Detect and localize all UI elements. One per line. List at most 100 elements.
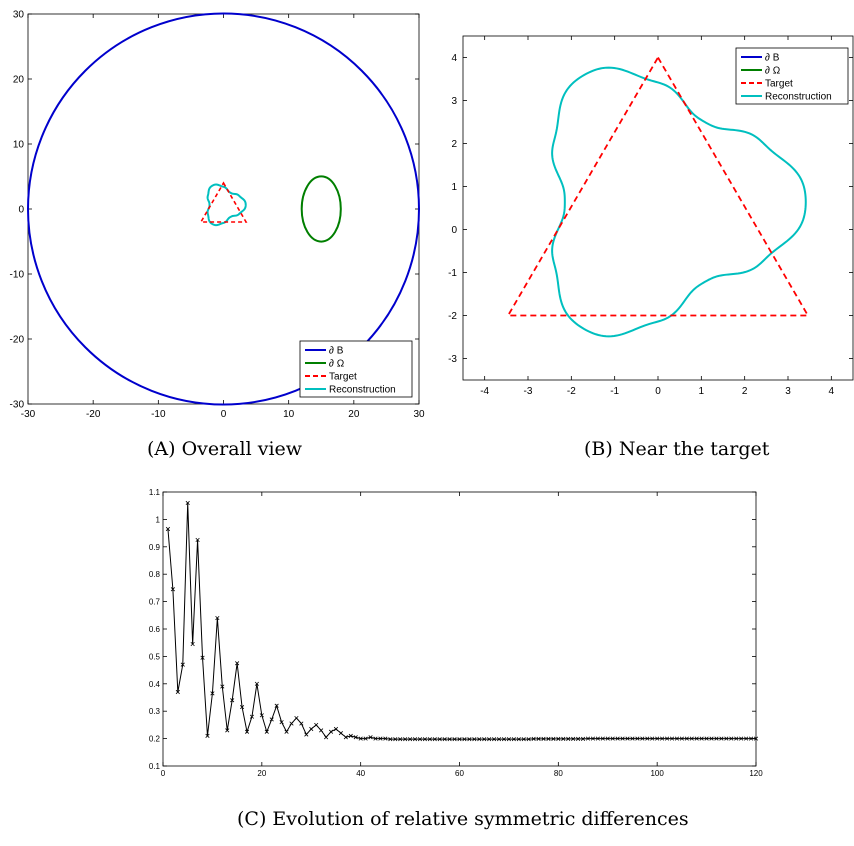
data-point-marker xyxy=(462,737,467,742)
data-point-marker xyxy=(210,691,215,696)
data-point-marker xyxy=(328,729,334,734)
data-point-marker xyxy=(398,737,403,742)
data-point-marker xyxy=(709,736,714,741)
data-point-marker xyxy=(605,736,610,741)
data-point-marker xyxy=(289,721,294,726)
caption-near-target: (B) Near the target xyxy=(584,438,770,460)
data-point-marker xyxy=(482,737,487,742)
chart-near-target: -4 -3 -2 -1 0 1 2 3 4 -3 -2 -1 0 1 2 3 4 ∂ B ∂ Ω Target Reco… xyxy=(448,35,854,397)
data-point-marker xyxy=(249,714,255,719)
data-point-marker xyxy=(427,737,432,742)
data-point-marker xyxy=(496,737,502,742)
data-point-marker xyxy=(338,731,343,736)
y-tick-label: -30 xyxy=(10,400,25,411)
data-point-marker xyxy=(457,737,462,742)
data-point-marker xyxy=(244,729,250,734)
data-point-marker xyxy=(566,736,571,741)
x-tick-label: 0 xyxy=(221,409,227,420)
data-point-marker xyxy=(753,736,759,741)
data-point-marker xyxy=(590,736,596,741)
legend-entry-boundary-b-label: ∂ B xyxy=(765,53,780,64)
y-tick-label: 20 xyxy=(13,75,25,86)
data-point-marker xyxy=(689,736,694,741)
data-point-marker xyxy=(516,737,521,742)
data-point-marker xyxy=(724,736,729,741)
x-tick-label: 20 xyxy=(348,409,360,420)
data-point-marker xyxy=(284,729,289,734)
data-point-marker xyxy=(580,736,586,741)
data-point-marker xyxy=(294,715,299,721)
y-tick-label: 4 xyxy=(451,53,457,64)
y-tick-label: 0.4 xyxy=(149,680,161,689)
data-point-marker xyxy=(630,736,635,741)
x-tick-label: 10 xyxy=(283,409,295,420)
data-point-marker xyxy=(739,736,744,741)
data-point-marker xyxy=(650,736,655,741)
x-tick-label: -4 xyxy=(480,386,489,397)
data-point-marker xyxy=(664,736,670,741)
y-tick-label: 0 xyxy=(451,225,457,236)
legend-entry-boundary-omega-label: ∂ Ω xyxy=(329,359,345,370)
data-point-marker xyxy=(264,729,269,734)
data-point-marker xyxy=(501,737,507,742)
data-point-marker xyxy=(447,737,452,742)
data-point-marker xyxy=(674,736,680,741)
data-point-marker xyxy=(526,737,531,742)
x-tick-label: 1 xyxy=(699,386,705,397)
data-point-marker xyxy=(180,662,185,667)
y-tick-label: 0.3 xyxy=(149,707,161,716)
x-tick-label: -20 xyxy=(86,409,101,420)
data-point-marker xyxy=(477,737,482,742)
data-point-marker xyxy=(205,733,210,738)
data-point-marker xyxy=(660,736,665,741)
data-point-marker xyxy=(615,736,620,741)
y-tick-label: -2 xyxy=(448,311,457,322)
data-point-marker xyxy=(585,736,591,741)
data-point-marker xyxy=(314,722,319,727)
data-point-marker xyxy=(635,736,640,741)
y-tick-label: 0.2 xyxy=(149,735,161,744)
data-point-marker xyxy=(195,537,200,543)
x-tick-label: -2 xyxy=(567,386,576,397)
caption-overall-view: (A) Overall view xyxy=(147,438,303,460)
y-tick-label: 0.9 xyxy=(149,543,161,552)
data-point-marker xyxy=(175,689,180,695)
data-point-marker xyxy=(259,713,264,718)
legend-entry-target-label: Target xyxy=(765,79,793,90)
data-point-marker xyxy=(625,736,630,741)
legend-entry-boundary-b-label: ∂ B xyxy=(329,346,344,357)
x-tick-label: 0 xyxy=(655,386,661,397)
data-point-marker xyxy=(571,736,576,741)
x-tick-label: 0 xyxy=(161,769,166,778)
legend-entry-target-label: Target xyxy=(329,372,357,383)
data-point-marker xyxy=(719,736,724,741)
data-point-marker xyxy=(551,736,556,741)
data-point-marker xyxy=(225,728,230,733)
x-tick-label: -10 xyxy=(151,409,166,420)
x-tick-label: 30 xyxy=(413,409,425,420)
data-point-marker xyxy=(699,736,704,741)
data-point-marker xyxy=(487,737,492,742)
boundary-omega-ellipse xyxy=(300,175,342,243)
x-tick-label: -3 xyxy=(524,386,533,397)
boundary-b-circle xyxy=(27,12,420,406)
y-tick-label: 0.8 xyxy=(149,570,161,579)
data-point-marker xyxy=(215,615,220,621)
data-point-marker xyxy=(561,736,566,741)
y-tick-label: 0.6 xyxy=(149,625,161,634)
data-point-marker xyxy=(309,726,314,732)
x-tick-label: 120 xyxy=(749,769,763,778)
y-tick-label: 0.7 xyxy=(149,598,161,607)
data-point-marker xyxy=(679,736,684,741)
y-tick-label: -20 xyxy=(10,335,25,346)
target-triangle xyxy=(199,181,248,223)
plot-frame xyxy=(162,491,757,767)
x-tick-label: -1 xyxy=(610,386,619,397)
data-point-marker xyxy=(348,733,353,738)
y-tick-label: 1.1 xyxy=(149,488,161,497)
data-point-marker xyxy=(304,732,309,737)
data-point-marker xyxy=(299,721,304,726)
data-point-marker xyxy=(422,737,427,742)
data-point-marker xyxy=(239,705,245,710)
data-point-marker xyxy=(704,736,709,741)
